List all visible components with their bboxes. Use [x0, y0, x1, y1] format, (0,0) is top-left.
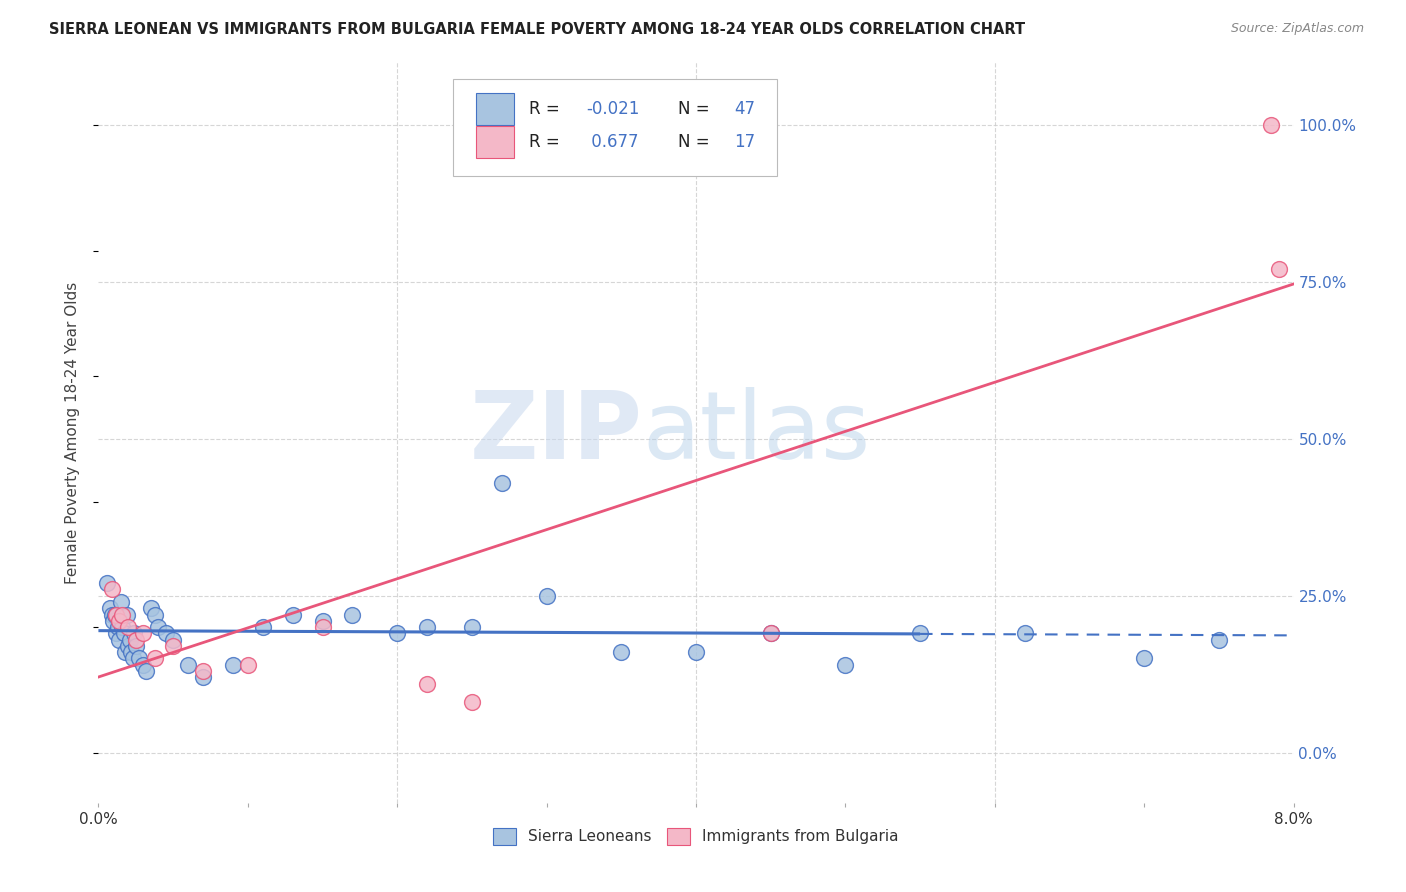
Text: SIERRA LEONEAN VS IMMIGRANTS FROM BULGARIA FEMALE POVERTY AMONG 18-24 YEAR OLDS : SIERRA LEONEAN VS IMMIGRANTS FROM BULGAR…: [49, 22, 1025, 37]
Point: [114, 645, 136, 659]
Point: [121, 651, 143, 665]
Point: [110, 595, 132, 609]
Point: [610, 645, 633, 659]
Point: [135, 664, 157, 678]
Point: [115, 607, 138, 622]
Point: [132, 657, 155, 672]
Point: [162, 639, 184, 653]
Point: [105, 607, 128, 622]
Point: [96, 576, 118, 591]
Text: 17: 17: [734, 133, 755, 151]
Text: N =: N =: [678, 100, 710, 118]
Point: [536, 589, 558, 603]
Point: [111, 607, 134, 622]
Text: N =: N =: [678, 133, 710, 151]
Point: [834, 657, 856, 672]
Point: [143, 607, 166, 622]
Point: [416, 676, 439, 690]
Point: [1133, 651, 1156, 665]
Point: [311, 614, 333, 628]
Point: [98, 601, 122, 615]
Point: [104, 607, 127, 622]
Point: [1260, 118, 1282, 132]
Point: [107, 620, 129, 634]
Point: [222, 657, 245, 672]
Point: [132, 626, 155, 640]
Point: [191, 670, 214, 684]
Point: [759, 626, 782, 640]
Point: [111, 620, 134, 634]
Text: R =: R =: [529, 100, 560, 118]
FancyBboxPatch shape: [477, 126, 515, 158]
Point: [124, 626, 146, 640]
Point: [236, 657, 259, 672]
Text: R =: R =: [529, 133, 560, 151]
Point: [177, 657, 200, 672]
Text: 47: 47: [734, 100, 755, 118]
Point: [103, 614, 125, 628]
Text: ZIP: ZIP: [470, 386, 643, 479]
Point: [311, 620, 333, 634]
Point: [148, 620, 170, 634]
Point: [191, 664, 214, 678]
Point: [118, 632, 141, 647]
Point: [1267, 262, 1289, 277]
Text: atlas: atlas: [643, 386, 870, 479]
Point: [908, 626, 931, 640]
Point: [112, 626, 135, 640]
Point: [281, 607, 304, 622]
Point: [108, 614, 131, 628]
Text: -0.021: -0.021: [586, 100, 640, 118]
Point: [461, 695, 484, 709]
Point: [1208, 632, 1230, 647]
Text: Source: ZipAtlas.com: Source: ZipAtlas.com: [1230, 22, 1364, 36]
Point: [101, 607, 124, 622]
Point: [108, 632, 131, 647]
Point: [1014, 626, 1036, 640]
Point: [155, 626, 177, 640]
Point: [101, 582, 124, 597]
Point: [139, 601, 162, 615]
Point: [143, 651, 166, 665]
Point: [128, 651, 150, 665]
Legend: Sierra Leoneans, Immigrants from Bulgaria: Sierra Leoneans, Immigrants from Bulgari…: [486, 822, 905, 851]
Point: [117, 620, 139, 634]
Point: [759, 626, 782, 640]
Y-axis label: Female Poverty Among 18-24 Year Olds: Female Poverty Among 18-24 Year Olds: [65, 282, 80, 583]
Point: [120, 645, 142, 659]
Point: [385, 626, 409, 640]
Point: [342, 607, 364, 622]
Point: [252, 620, 274, 634]
Point: [125, 632, 148, 647]
FancyBboxPatch shape: [477, 94, 515, 126]
Point: [685, 645, 707, 659]
Point: [117, 639, 139, 653]
Text: 0.677: 0.677: [586, 133, 638, 151]
Point: [105, 626, 128, 640]
FancyBboxPatch shape: [453, 78, 778, 176]
Point: [162, 632, 184, 647]
Point: [461, 620, 484, 634]
Point: [416, 620, 439, 634]
Point: [491, 475, 513, 490]
Point: [125, 639, 148, 653]
